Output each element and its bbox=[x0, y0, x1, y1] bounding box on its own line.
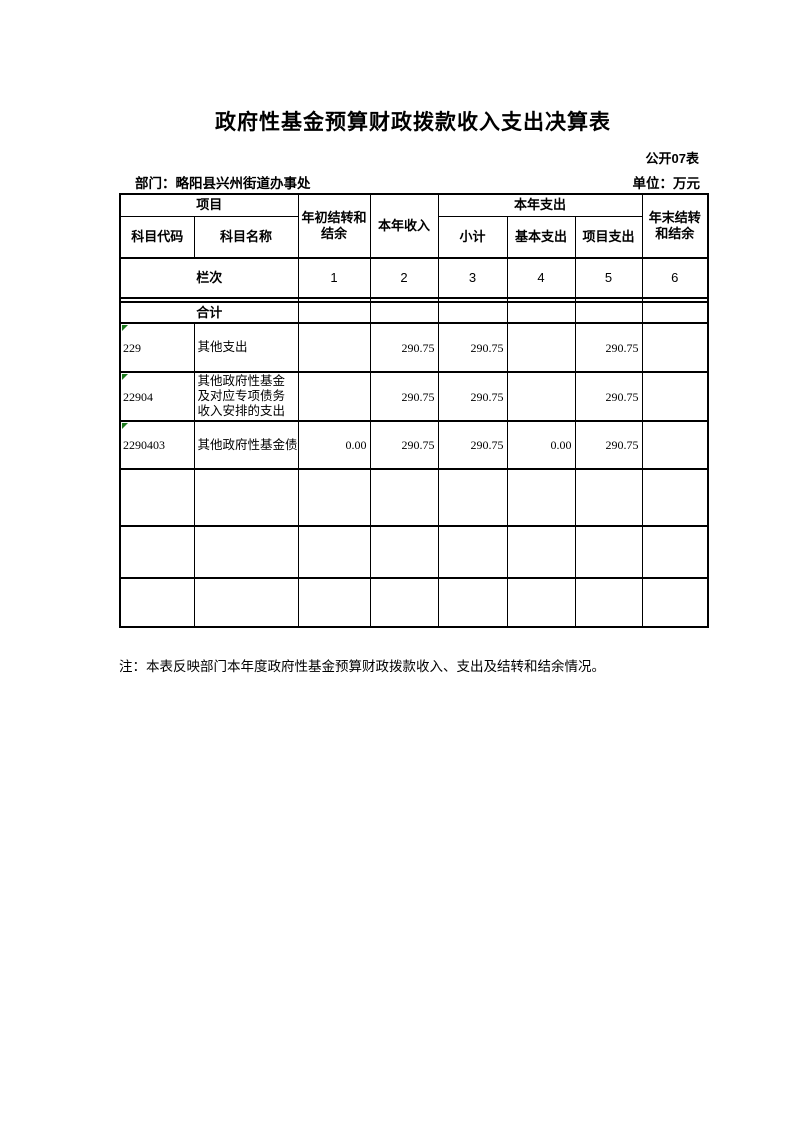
table-row bbox=[119, 577, 709, 628]
header-subject-code: 科目代码 bbox=[119, 215, 195, 259]
cell-error-indicator-icon bbox=[122, 325, 128, 331]
column-number: 3 bbox=[437, 257, 508, 299]
cell-amount: 290.75 bbox=[369, 371, 439, 422]
cell-amount bbox=[506, 322, 576, 373]
total-row: 合计 bbox=[119, 301, 709, 324]
cell-subject-code bbox=[119, 525, 195, 579]
cell-subject-code: 229 bbox=[119, 322, 195, 373]
cell-amount bbox=[641, 577, 709, 628]
page-title: 政府性基金预算财政拨款收入支出决算表 bbox=[215, 111, 611, 134]
unit-label: 单位：万元 bbox=[632, 176, 701, 191]
cell-amount: 290.75 bbox=[437, 322, 508, 373]
table-body: 229 其他支出 290.75 290.75 290.75 22904 其他政府性基金及对应… bbox=[119, 322, 709, 628]
total-value bbox=[506, 301, 576, 324]
header-basic-expenditure: 基本支出 bbox=[506, 215, 576, 259]
cell-subject-name bbox=[193, 577, 299, 628]
cell-amount bbox=[297, 577, 371, 628]
header-begin-balance: 年初结转和结余 bbox=[297, 193, 371, 259]
cell-amount bbox=[369, 577, 439, 628]
table-row: 229 其他支出 290.75 290.75 290.75 bbox=[119, 322, 709, 373]
budget-table: 项目 年初结转和结余 本年收入 本年支出 年末结转和结余 科目代码 科目名称 小… bbox=[119, 193, 710, 628]
cell-amount: 290.75 bbox=[369, 420, 439, 470]
cell-subject-name: 其他支出 bbox=[193, 322, 299, 373]
header-end-balance: 年末结转和结余 bbox=[641, 193, 709, 259]
column-number: 6 bbox=[641, 257, 709, 299]
total-value bbox=[437, 301, 508, 324]
table-row bbox=[119, 525, 709, 579]
meta-row: 部门：略阳县兴州街道办事处 单位：万元 bbox=[119, 172, 707, 192]
cell-amount bbox=[437, 577, 508, 628]
table-note: 注：本表反映部门本年度政府性基金预算财政拨款收入、支出及结转和结余情况。 bbox=[119, 659, 605, 674]
cell-amount bbox=[297, 468, 371, 527]
cell-amount: 290.75 bbox=[437, 371, 508, 422]
cell-amount: 290.75 bbox=[574, 322, 643, 373]
cell-subject-code: 2290403 bbox=[119, 420, 195, 470]
cell-subject-code: 22904 bbox=[119, 371, 195, 422]
cell-amount bbox=[506, 577, 576, 628]
cell-amount bbox=[297, 322, 371, 373]
form-code-label: 公开07表 bbox=[645, 151, 699, 166]
cell-amount bbox=[369, 468, 439, 527]
cell-error-indicator-icon bbox=[122, 374, 128, 380]
header-row-2: 科目代码 科目名称 小计 基本支出 项目支出 bbox=[119, 215, 708, 259]
cell-amount: 290.75 bbox=[369, 322, 439, 373]
total-value bbox=[297, 301, 371, 324]
cell-amount: 290.75 bbox=[437, 420, 508, 470]
cell-amount bbox=[506, 525, 576, 579]
table-row: 2290403 其他政府性基金债 0.00 290.75 290.75 0.00 290.7… bbox=[119, 420, 709, 470]
column-number: 4 bbox=[506, 257, 576, 299]
cell-amount bbox=[641, 468, 709, 527]
cell-amount: 290.75 bbox=[574, 371, 643, 422]
header-subtotal: 小计 bbox=[437, 215, 508, 259]
cell-subject-name bbox=[193, 525, 299, 579]
cell-error-indicator-icon bbox=[122, 423, 128, 429]
cell-amount bbox=[574, 577, 643, 628]
header-annual-expenditure: 本年支出 bbox=[437, 193, 643, 217]
total-value bbox=[641, 301, 709, 324]
cell-amount bbox=[297, 371, 371, 422]
cell-subject-name bbox=[193, 468, 299, 527]
cell-subject-name: 其他政府性基金及对应专项债务收入安排的支出 bbox=[193, 371, 299, 422]
cell-amount bbox=[574, 468, 643, 527]
header-subject-name: 科目名称 bbox=[193, 215, 299, 259]
table-row: 22904 其他政府性基金及对应专项债务收入安排的支出 290.75 290.75 29… bbox=[119, 371, 709, 422]
cell-amount: 0.00 bbox=[506, 420, 576, 470]
cell-subject-code bbox=[119, 577, 195, 628]
column-number: 2 bbox=[369, 257, 439, 299]
cell-amount bbox=[437, 468, 508, 527]
column-number: 1 bbox=[297, 257, 371, 299]
cell-amount: 0.00 bbox=[297, 420, 371, 470]
total-value bbox=[574, 301, 643, 324]
header-project-expenditure: 项目支出 bbox=[574, 215, 643, 259]
cell-amount: 290.75 bbox=[574, 420, 643, 470]
header-row-1: 项目 年初结转和结余 本年收入 本年支出 年末结转和结余 bbox=[119, 193, 709, 259]
cell-amount bbox=[506, 371, 576, 422]
total-value bbox=[369, 301, 439, 324]
cell-subject-name: 其他政府性基金债 bbox=[193, 420, 299, 470]
total-label: 合计 bbox=[119, 301, 299, 324]
cell-amount bbox=[641, 525, 709, 579]
cell-amount bbox=[641, 420, 709, 470]
cell-amount bbox=[506, 468, 576, 527]
cell-subject-code bbox=[119, 468, 195, 527]
table-row bbox=[119, 468, 709, 527]
column-number: 5 bbox=[574, 257, 643, 299]
column-index-label: 栏次 bbox=[119, 257, 299, 299]
cell-amount bbox=[369, 525, 439, 579]
cell-amount bbox=[574, 525, 643, 579]
cell-amount bbox=[641, 371, 709, 422]
department-label: 部门：略阳县兴州街道办事处 bbox=[135, 176, 311, 191]
cell-amount bbox=[297, 525, 371, 579]
header-project: 项目 bbox=[119, 193, 299, 217]
header-annual-revenue: 本年收入 bbox=[369, 193, 439, 259]
cell-amount bbox=[641, 322, 709, 373]
column-index-row: 栏次 1 2 3 4 5 6 bbox=[119, 257, 709, 299]
cell-amount bbox=[437, 525, 508, 579]
